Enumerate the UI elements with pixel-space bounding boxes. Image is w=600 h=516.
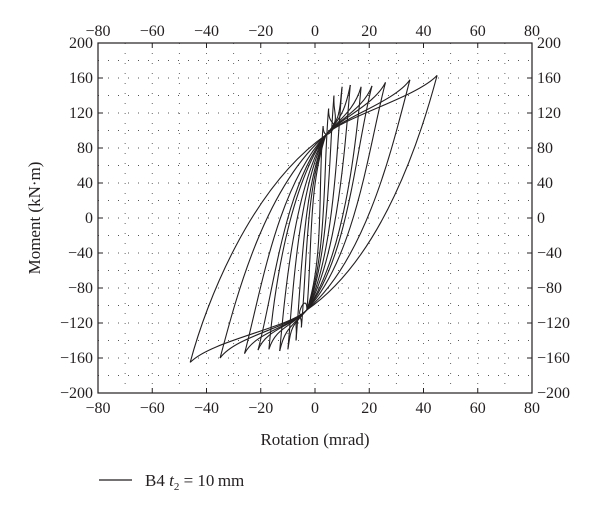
x-tick-label-bottom: −20: [248, 400, 273, 417]
y-tick-label-right: −80: [537, 280, 562, 297]
legend-symbol: t: [169, 471, 175, 490]
x-tick-label-bottom: −40: [194, 400, 219, 417]
x-tick-label-bottom: −80: [85, 400, 110, 417]
x-tick-label-top: 80: [524, 23, 540, 40]
x-tick-label-bottom: 80: [524, 400, 540, 417]
x-tick-label-top: −80: [85, 23, 110, 40]
x-tick-label-top: −20: [248, 23, 273, 40]
y-tick-label-right: 80: [537, 140, 553, 157]
x-tick-label-bottom: 20: [361, 400, 377, 417]
y-tick-label-left: 40: [77, 175, 93, 192]
hysteresis-loop-unloading: [279, 84, 351, 352]
legend-subscript: 2: [174, 481, 180, 493]
x-tick-label-top: −40: [194, 23, 219, 40]
y-tick-label-left: 160: [69, 70, 93, 87]
hysteresis-loop-unloading: [219, 79, 411, 359]
y-tick-label-left: −160: [60, 350, 93, 367]
hysteresis-loop-unloading: [189, 75, 438, 363]
hysteresis-loop-reloading: [295, 95, 335, 341]
hysteresis-loop-reloading: [287, 86, 343, 350]
x-tick-label-bottom: −60: [140, 400, 165, 417]
hysteresis-curves: [189, 75, 438, 363]
y-tick-label-right: 200: [537, 35, 561, 52]
legend-label: B4 t2 = 10 mm: [145, 471, 244, 493]
y-tick-label-right: 0: [537, 210, 545, 227]
hysteresis-loop-unloading: [268, 86, 362, 350]
y-tick-label-left: 0: [85, 210, 93, 227]
y-tick-label-right: 120: [537, 105, 561, 122]
x-tick-label-top: 0: [311, 23, 319, 40]
hysteresis-loop-unloading: [257, 85, 373, 351]
hysteresis-loop-unloading: [295, 95, 337, 341]
y-tick-label-left: 80: [77, 140, 93, 157]
y-tick-label-left: −40: [68, 245, 93, 262]
x-tick-label-top: 20: [361, 23, 377, 40]
x-tick-label-top: 60: [470, 23, 486, 40]
y-tick-label-right: −160: [537, 350, 570, 367]
axis-ticks: [97, 42, 533, 394]
hysteresis-loop-reloading: [268, 86, 362, 350]
hysteresis-loop-reloading: [219, 79, 411, 359]
x-tick-label-bottom: 0: [311, 400, 319, 417]
hysteresis-loop-unloading: [287, 86, 343, 350]
legend-prefix: B4: [145, 471, 169, 490]
hysteresis-loop-unloading: [243, 82, 386, 354]
legend: B4 t2 = 10 mm: [99, 471, 244, 493]
y-tick-label-right: 40: [537, 175, 553, 192]
x-tick-label-top: −60: [140, 23, 165, 40]
y-tick-label-left: −120: [60, 315, 93, 332]
hysteresis-loop-reloading: [257, 85, 373, 351]
grid: [98, 43, 532, 393]
hysteresis-loop-reloading: [189, 75, 438, 363]
hysteresis-loop-reloading: [279, 84, 351, 352]
x-tick-label-top: 40: [416, 23, 432, 40]
hysteresis-loop-reloading: [244, 82, 387, 354]
y-tick-label-right: −200: [537, 385, 570, 402]
x-tick-label-bottom: 40: [416, 400, 432, 417]
plot-frame: [97, 42, 533, 394]
y-axis-label: Moment (kN·m): [25, 162, 44, 275]
y-tick-label-left: 120: [69, 105, 93, 122]
tick-labels: −80−80−60−60−40−40−20−200020204040606080…: [60, 23, 570, 417]
x-axis-label: Rotation (mrad): [260, 430, 369, 449]
y-tick-label-left: 200: [69, 35, 93, 52]
y-tick-label-right: 160: [537, 70, 561, 87]
y-tick-label-left: −200: [60, 385, 93, 402]
legend-suffix: = 10 mm: [179, 471, 244, 490]
y-tick-label-left: −80: [68, 280, 93, 297]
y-tick-label-right: −120: [537, 315, 570, 332]
y-tick-label-right: −40: [537, 245, 562, 262]
x-tick-label-bottom: 60: [470, 400, 486, 417]
